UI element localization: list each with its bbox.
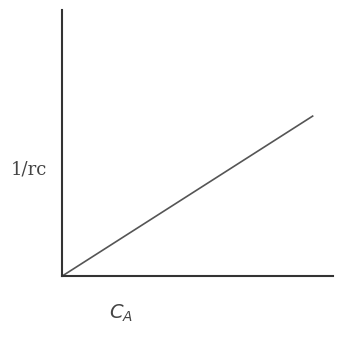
Text: $C_A$: $C_A$: [109, 303, 133, 324]
Text: 1/rc: 1/rc: [11, 161, 47, 179]
